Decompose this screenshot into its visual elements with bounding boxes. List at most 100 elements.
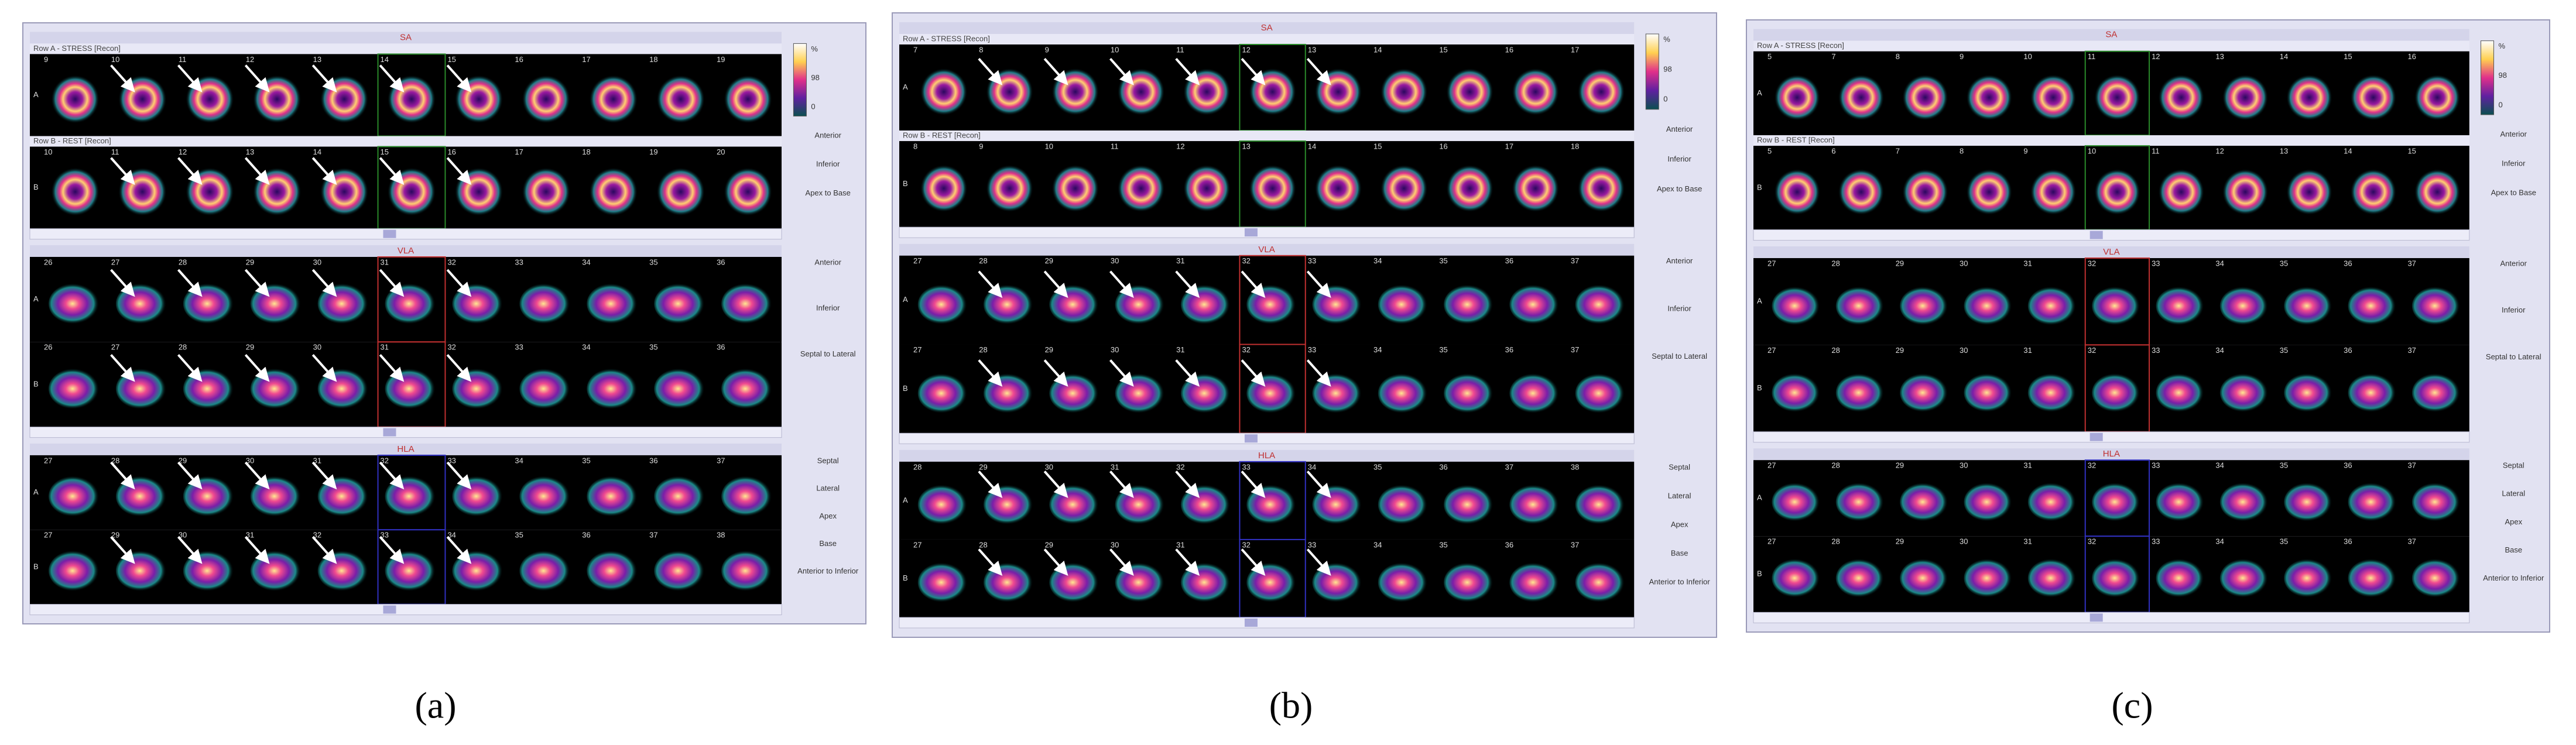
- arrow: [1175, 270, 1200, 298]
- heart-image: [519, 283, 573, 325]
- frame-number: 30: [1960, 461, 1968, 470]
- heart-image: [1049, 373, 1102, 414]
- row-label: A: [33, 294, 39, 303]
- heart-image: [522, 75, 571, 123]
- row-label: A: [1757, 88, 1762, 97]
- heart-image: [317, 550, 371, 592]
- frame-number: 36: [1439, 462, 1447, 471]
- heart-image: [2092, 482, 2143, 522]
- section-title-bar: [899, 243, 1635, 256]
- side-label: 0: [811, 102, 815, 111]
- heart-image: [1966, 74, 2013, 121]
- heart-image: [917, 562, 970, 603]
- heart-image: [2348, 558, 2399, 598]
- side-label: Septal to Lateral: [1652, 352, 1707, 361]
- heart-image: [1838, 169, 1885, 215]
- frame-number: 28: [179, 258, 187, 266]
- section-title-bar: [1753, 246, 2469, 259]
- heart-image: [115, 475, 169, 517]
- frame-number: 17: [515, 147, 523, 156]
- frame-number: 34: [2215, 461, 2224, 470]
- frame-number: 36: [1505, 540, 1513, 549]
- row-label: B: [1757, 383, 1762, 392]
- frame-number: 35: [1373, 462, 1382, 471]
- side-label: Base: [819, 539, 837, 548]
- side-label: %: [811, 44, 818, 53]
- row-label: B: [1757, 569, 1762, 578]
- heart-image: [2027, 482, 2079, 522]
- frame-number: 27: [111, 258, 119, 266]
- heart-image: [2219, 373, 2271, 413]
- frame-number: 31: [2023, 346, 2032, 355]
- heart-image: [2158, 74, 2205, 121]
- arrow: [446, 353, 472, 382]
- heart-image: [2284, 482, 2335, 522]
- section-title: VLA: [398, 246, 414, 256]
- heart-image: [589, 167, 638, 217]
- frame-number: 28: [979, 540, 987, 549]
- heart-image: [1772, 373, 1823, 413]
- heart-image: [1900, 373, 1951, 413]
- frame-number: 10: [111, 55, 119, 64]
- frame-number: 30: [1111, 540, 1119, 549]
- side-label: Anterior to Inferior: [797, 567, 859, 575]
- frame-number: 29: [1045, 256, 1053, 265]
- heart-image: [2284, 286, 2335, 326]
- heart-image: [654, 283, 708, 325]
- frame-number: 10: [2023, 52, 2032, 61]
- caption: (c): [2111, 685, 2153, 726]
- heart-image: [250, 368, 304, 410]
- heart-image: [2414, 74, 2461, 121]
- frame-number: 30: [313, 258, 321, 266]
- frame-number: 9: [1960, 52, 1964, 61]
- heart-image: [1117, 164, 1165, 212]
- frame-number: 36: [717, 258, 725, 266]
- side-label: Inferior: [2502, 159, 2526, 168]
- heart-image: [920, 68, 968, 116]
- frame-number: 36: [2344, 259, 2352, 267]
- heart-image: [1180, 484, 1233, 525]
- scroll-thumb: [1244, 618, 1258, 627]
- arrow: [177, 461, 203, 490]
- frame-number: 38: [1571, 462, 1579, 471]
- frame-number: 18: [582, 147, 590, 156]
- arrow: [311, 461, 337, 490]
- frame-number: 27: [44, 531, 52, 540]
- heart-image: [51, 75, 100, 123]
- caption: (a): [415, 685, 456, 726]
- frame-number: 13: [313, 55, 321, 64]
- side-label: Anterior: [1666, 125, 1693, 133]
- arrow: [244, 64, 270, 92]
- heart-image: [2158, 169, 2205, 215]
- row-header-bar: [1753, 40, 2469, 52]
- heart-image: [1049, 562, 1102, 603]
- heart-image: [983, 484, 1036, 525]
- frame-number: 12: [179, 147, 187, 156]
- heart-image: [721, 475, 775, 517]
- frame-number: 15: [1439, 45, 1447, 54]
- arrow: [311, 269, 337, 297]
- heart-image: [721, 368, 775, 410]
- arrow: [110, 157, 135, 185]
- heart-image: [1575, 284, 1628, 325]
- row-label: B: [33, 379, 39, 388]
- heart-image: [519, 550, 573, 592]
- side-label: Septal: [817, 456, 839, 465]
- heart-image: [1180, 373, 1233, 414]
- frame-number: 16: [1439, 142, 1447, 151]
- frame-number: 30: [1111, 345, 1119, 354]
- heart-image: [1966, 169, 2013, 215]
- arrow: [1241, 359, 1266, 387]
- frame-number: 28: [1831, 259, 1839, 267]
- frame-number: 14: [2344, 147, 2352, 156]
- arrow: [1241, 270, 1266, 298]
- heart-image: [917, 484, 970, 525]
- heart-image: [51, 167, 100, 217]
- heart-image: [1577, 68, 1625, 116]
- arrow: [446, 157, 472, 185]
- arrow: [1175, 57, 1200, 85]
- arrow: [1109, 270, 1134, 298]
- heart-image: [115, 283, 169, 325]
- frame-number: 28: [979, 345, 987, 354]
- row-label: B: [33, 562, 39, 571]
